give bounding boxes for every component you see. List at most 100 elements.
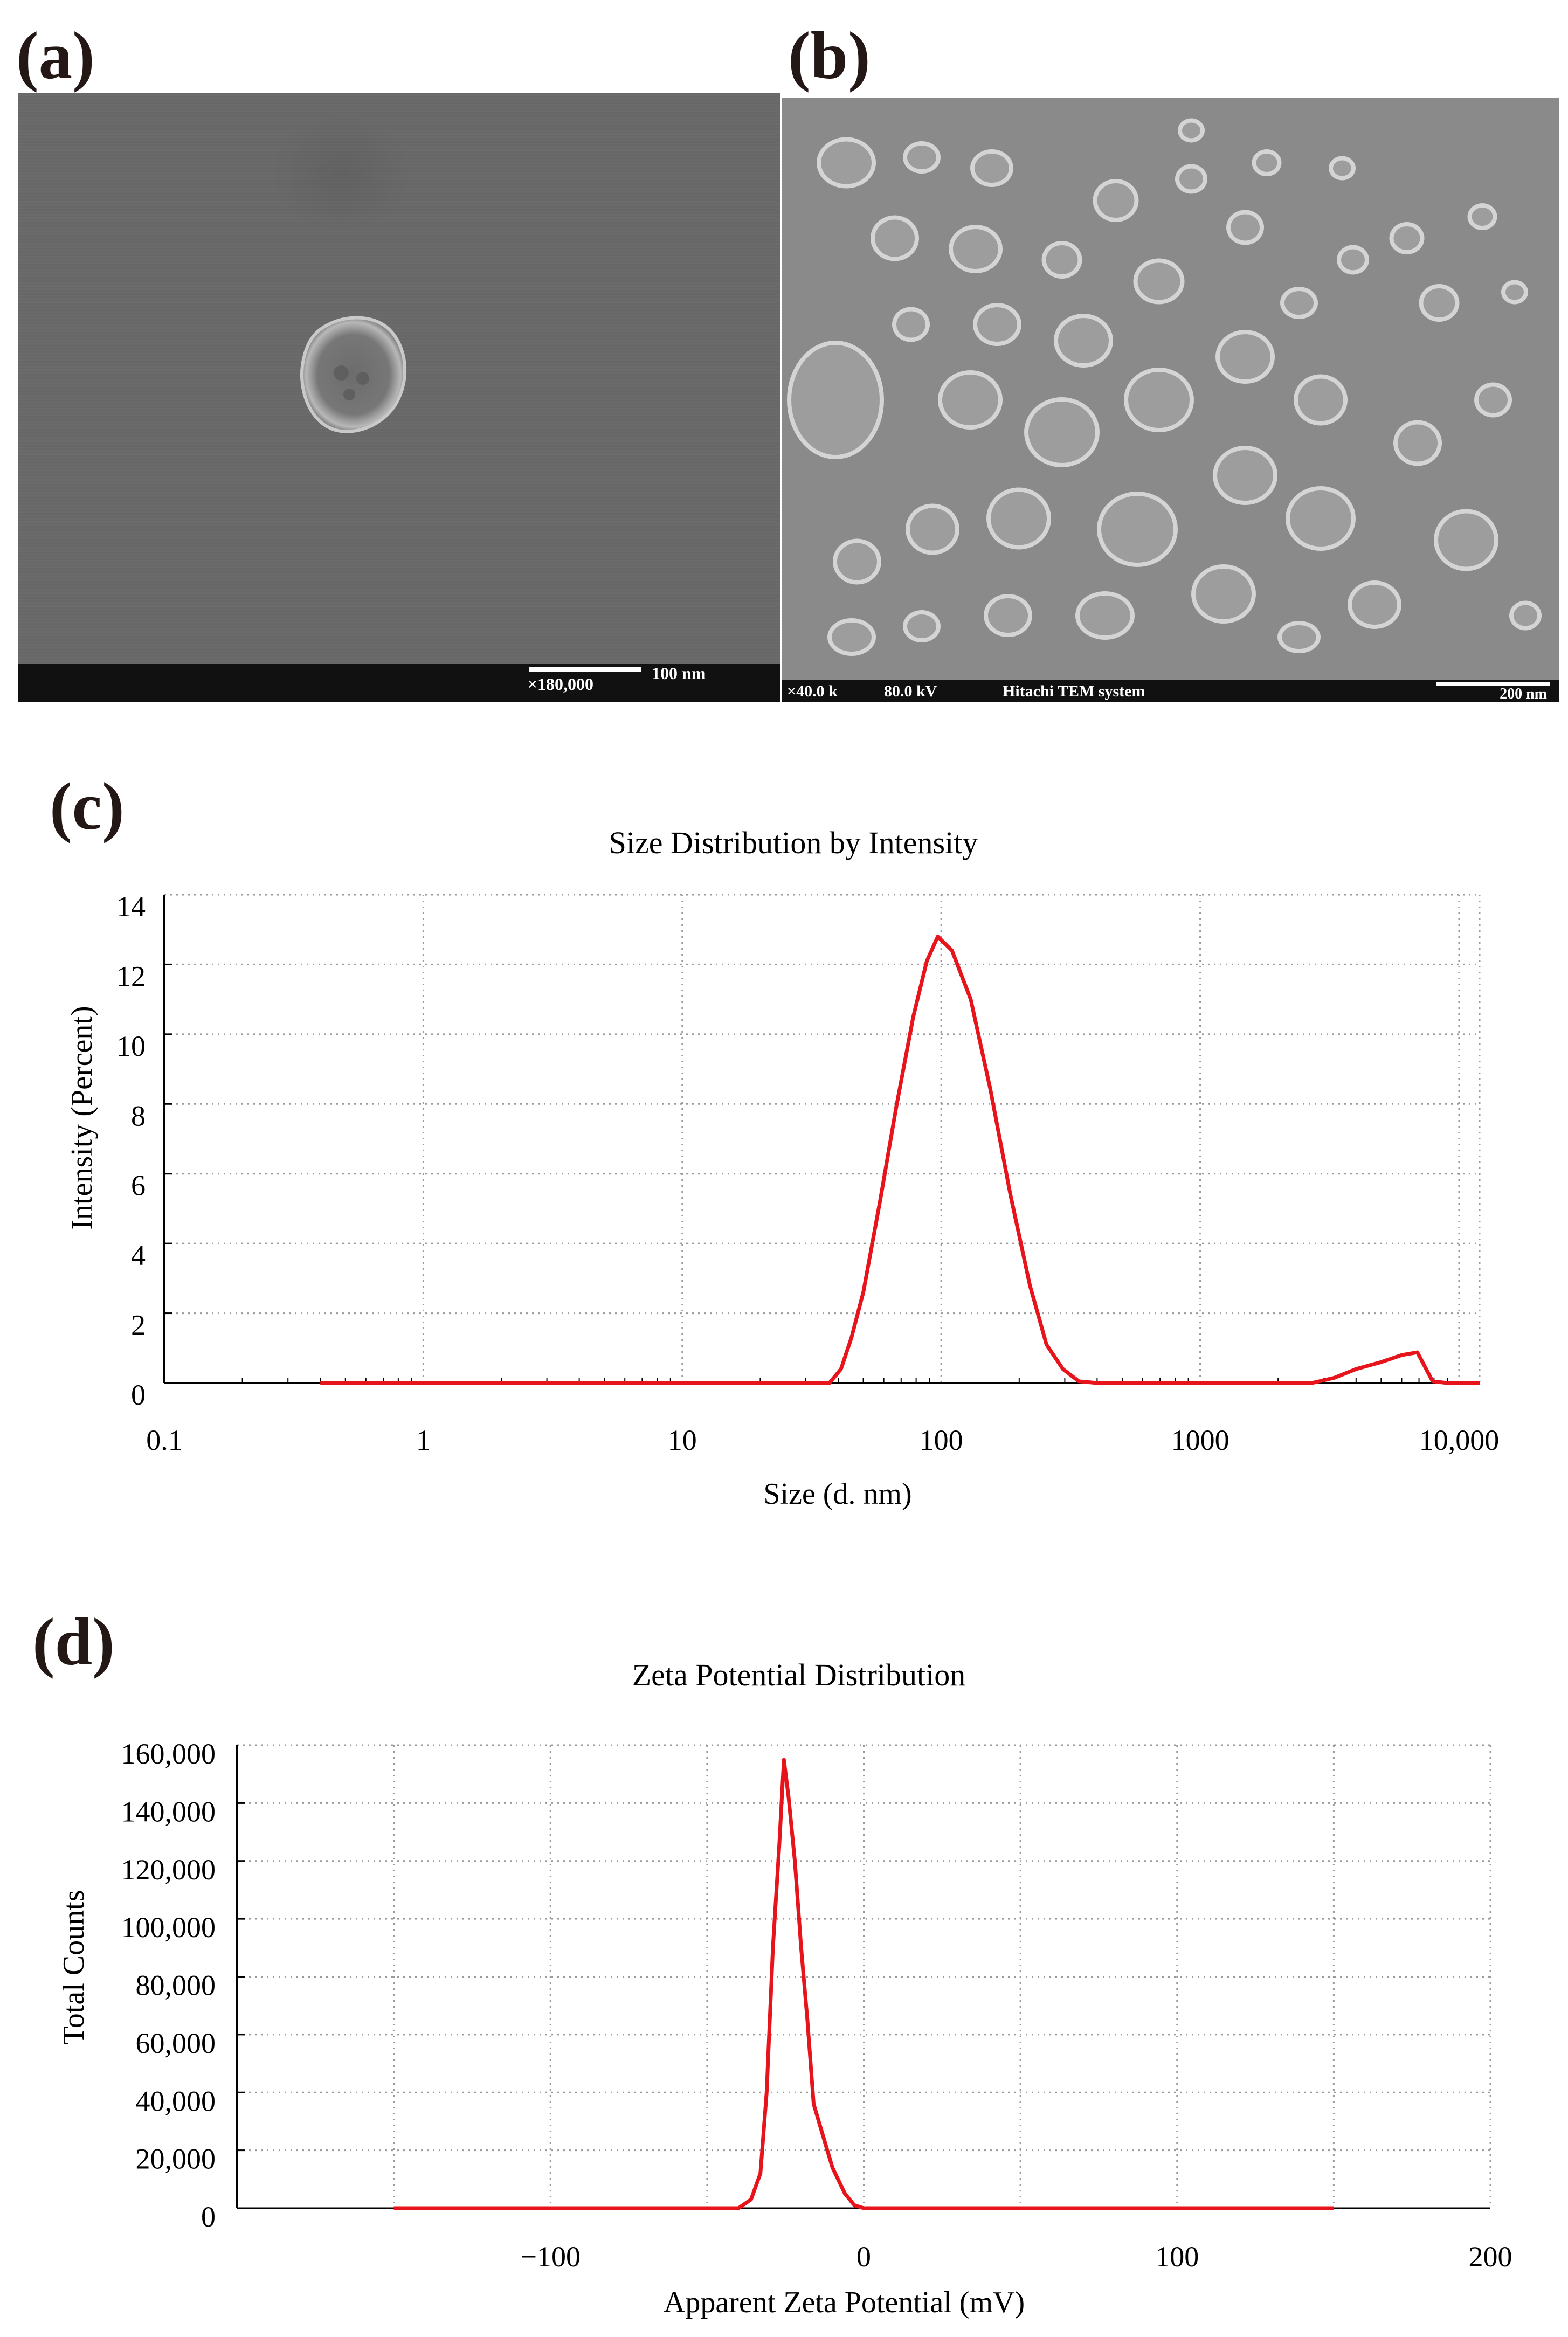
tem-particle-core	[821, 141, 872, 184]
x-tick-label: 100	[1155, 2241, 1199, 2273]
tem-particle-core	[1097, 183, 1135, 218]
tem-image-b: ×40.0 k 80.0 kV Hitachi TEM system 200 n…	[782, 98, 1559, 702]
tem-particle-core	[991, 492, 1047, 545]
nanoparticle-a	[300, 316, 407, 433]
x-tick-label: 100	[920, 1424, 963, 1456]
y-tick-label: 12	[116, 960, 146, 992]
tem-particle-core	[910, 508, 955, 551]
tem-particle-core	[1479, 386, 1508, 413]
panel-label-b: (b)	[788, 19, 871, 93]
tem-particle-core	[1333, 160, 1351, 176]
instrument-b: Hitachi TEM system	[1003, 682, 1145, 700]
y-tick-label: 0	[131, 1379, 146, 1411]
tem-particle-core	[907, 614, 936, 638]
chart-title: Size Distribution by Intensity	[609, 825, 978, 860]
y-tick-label: 14	[116, 890, 146, 923]
y-tick-label: 20,000	[136, 2143, 216, 2175]
tem-particle-core	[942, 375, 998, 425]
tem-particle-core	[1196, 569, 1252, 619]
tem-particle-core	[953, 229, 998, 269]
tem-particle-core	[1080, 596, 1130, 635]
y-tick-label: 0	[201, 2201, 216, 2233]
x-tick-label: 0	[856, 2241, 871, 2273]
tem-particle-core	[1398, 424, 1438, 462]
x-tick-label: 1000	[1171, 1424, 1229, 1456]
tem-particle-core	[1352, 585, 1397, 625]
x-tick-label: 10,000	[1419, 1424, 1500, 1456]
panel-label-a: (a)	[16, 19, 95, 93]
series-line	[320, 935, 1480, 1385]
tem-particle-core	[1284, 291, 1314, 315]
series-line	[393, 1758, 1334, 2210]
chart-title: Zeta Potential Distribution	[632, 1657, 966, 1692]
tem-particle-core	[1282, 625, 1316, 649]
y-axis-label: Intensity (Percent)	[65, 1006, 99, 1229]
tem-particle-core	[1128, 372, 1190, 428]
tem-particle-core	[1298, 378, 1343, 421]
magnification-a: ×180,000	[528, 674, 593, 694]
sem-shadow-a	[271, 114, 411, 233]
y-axis-label: Total Counts	[57, 1890, 91, 2045]
tem-particle-core	[1028, 402, 1095, 463]
tem-particle-core	[1341, 249, 1365, 271]
tem-particle-core	[1058, 318, 1109, 363]
x-tick-label: 200	[1469, 2241, 1512, 2273]
y-tick-label: 8	[131, 1100, 146, 1132]
y-tick-label: 10	[116, 1030, 146, 1062]
tem-particle-core	[791, 345, 880, 455]
tem-particle-core	[837, 543, 877, 580]
tem-particle-core	[1217, 450, 1273, 501]
scale-bar-b	[1436, 682, 1550, 686]
x-tick-label: −100	[521, 2241, 581, 2273]
y-tick-label: 100,000	[121, 1911, 216, 1944]
tem-particle-core	[1472, 208, 1493, 226]
x-tick-label: 1	[416, 1424, 431, 1456]
tem-particle-core	[875, 219, 915, 257]
y-tick-label: 6	[131, 1170, 146, 1202]
tem-particle-core	[975, 154, 1009, 183]
x-axis-label: Size (d. nm)	[763, 1477, 911, 1511]
tem-particle-core	[977, 307, 1017, 342]
tem-particle-core	[1137, 262, 1180, 300]
tem-particle-core	[1438, 513, 1494, 567]
tem-particle-core	[1182, 122, 1200, 139]
y-tick-label: 4	[131, 1239, 146, 1271]
tem-particle-core	[1256, 154, 1277, 172]
x-tick-label: 10	[668, 1424, 697, 1456]
tem-particles	[787, 118, 1542, 656]
size-distribution-chart: 0.1 1 10 100 1000 10,000 0 2 4 6 8 10 12 14 Size Distr…	[0, 808, 1568, 1525]
tem-particle-core	[988, 598, 1028, 633]
info-bar-a	[18, 664, 780, 702]
voltage-b: 80.0 kV	[884, 682, 937, 700]
tem-particle-core	[1046, 245, 1078, 274]
y-tick-label: 2	[131, 1309, 146, 1342]
panel-label-d: (d)	[32, 1605, 115, 1679]
y-tick-label: 60,000	[136, 2027, 216, 2059]
scale-label-a: 100 nm	[652, 663, 706, 683]
x-axis-label: Apparent Zeta Potential (mV)	[664, 2286, 1025, 2319]
tem-particle-core	[1423, 288, 1455, 317]
tem-particle-core	[1290, 490, 1351, 547]
zeta-potential-chart: −100 0 100 200 0 20,000 40,000 60,000 80,000 100,…	[0, 1644, 1568, 2337]
y-tick-label: 40,000	[136, 2085, 216, 2117]
tem-particle-core	[907, 146, 936, 169]
scale-label-b: 200 nm	[1500, 686, 1547, 702]
y-tick-label: 160,000	[121, 1738, 216, 1770]
info-bar-b	[782, 680, 1559, 702]
tem-particle-core	[1101, 496, 1173, 563]
x-tick-label: 0.1	[146, 1424, 183, 1456]
tem-particle-core	[1231, 214, 1260, 241]
panel-label-c: (c)	[50, 770, 125, 844]
tem-particle-core	[896, 311, 925, 338]
y-tick-label: 80,000	[136, 1969, 216, 2002]
magnification-b: ×40.0 k	[787, 682, 838, 700]
tem-particle-core	[1505, 284, 1524, 300]
tem-particle-core	[1220, 334, 1270, 379]
tem-particle-core	[1179, 168, 1203, 190]
y-tick-label: 120,000	[121, 1854, 216, 1886]
tem-particle-core	[1514, 605, 1537, 626]
scale-bar-a	[529, 667, 641, 672]
y-tick-label: 140,000	[121, 1795, 216, 1828]
tem-particle-core	[832, 623, 872, 652]
sem-image-a: ×180,000 100 nm	[18, 93, 780, 702]
